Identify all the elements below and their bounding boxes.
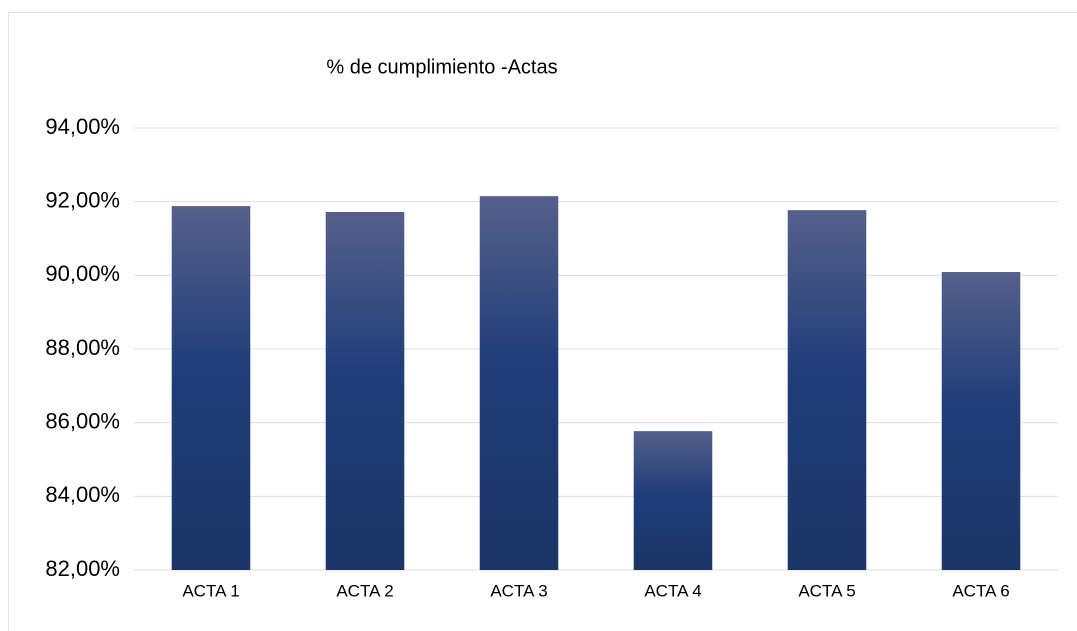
x-tick-label: ACTA 3 — [490, 581, 547, 600]
chart-frame — [8, 12, 1077, 631]
y-tick-label: 84,00% — [45, 482, 120, 507]
bar — [787, 210, 867, 570]
bar — [941, 272, 1021, 570]
y-tick-label: 90,00% — [45, 261, 120, 286]
bar — [479, 196, 559, 570]
bar — [633, 431, 713, 570]
x-tick-label: ACTA 6 — [952, 581, 1009, 600]
y-tick-label: 92,00% — [45, 187, 120, 212]
x-tick-label: ACTA 1 — [182, 581, 239, 600]
x-tick-label: ACTA 2 — [336, 581, 393, 600]
bar — [171, 206, 251, 570]
x-tick-label: ACTA 5 — [798, 581, 855, 600]
bar — [325, 211, 405, 571]
y-tick-label: 88,00% — [45, 335, 120, 360]
y-tick-label: 82,00% — [45, 556, 120, 581]
y-tick-label: 86,00% — [45, 408, 120, 433]
y-tick-label: 94,00% — [45, 114, 120, 139]
chart-title: % de cumplimiento -Actas — [326, 56, 557, 78]
x-tick-label: ACTA 4 — [644, 581, 701, 600]
